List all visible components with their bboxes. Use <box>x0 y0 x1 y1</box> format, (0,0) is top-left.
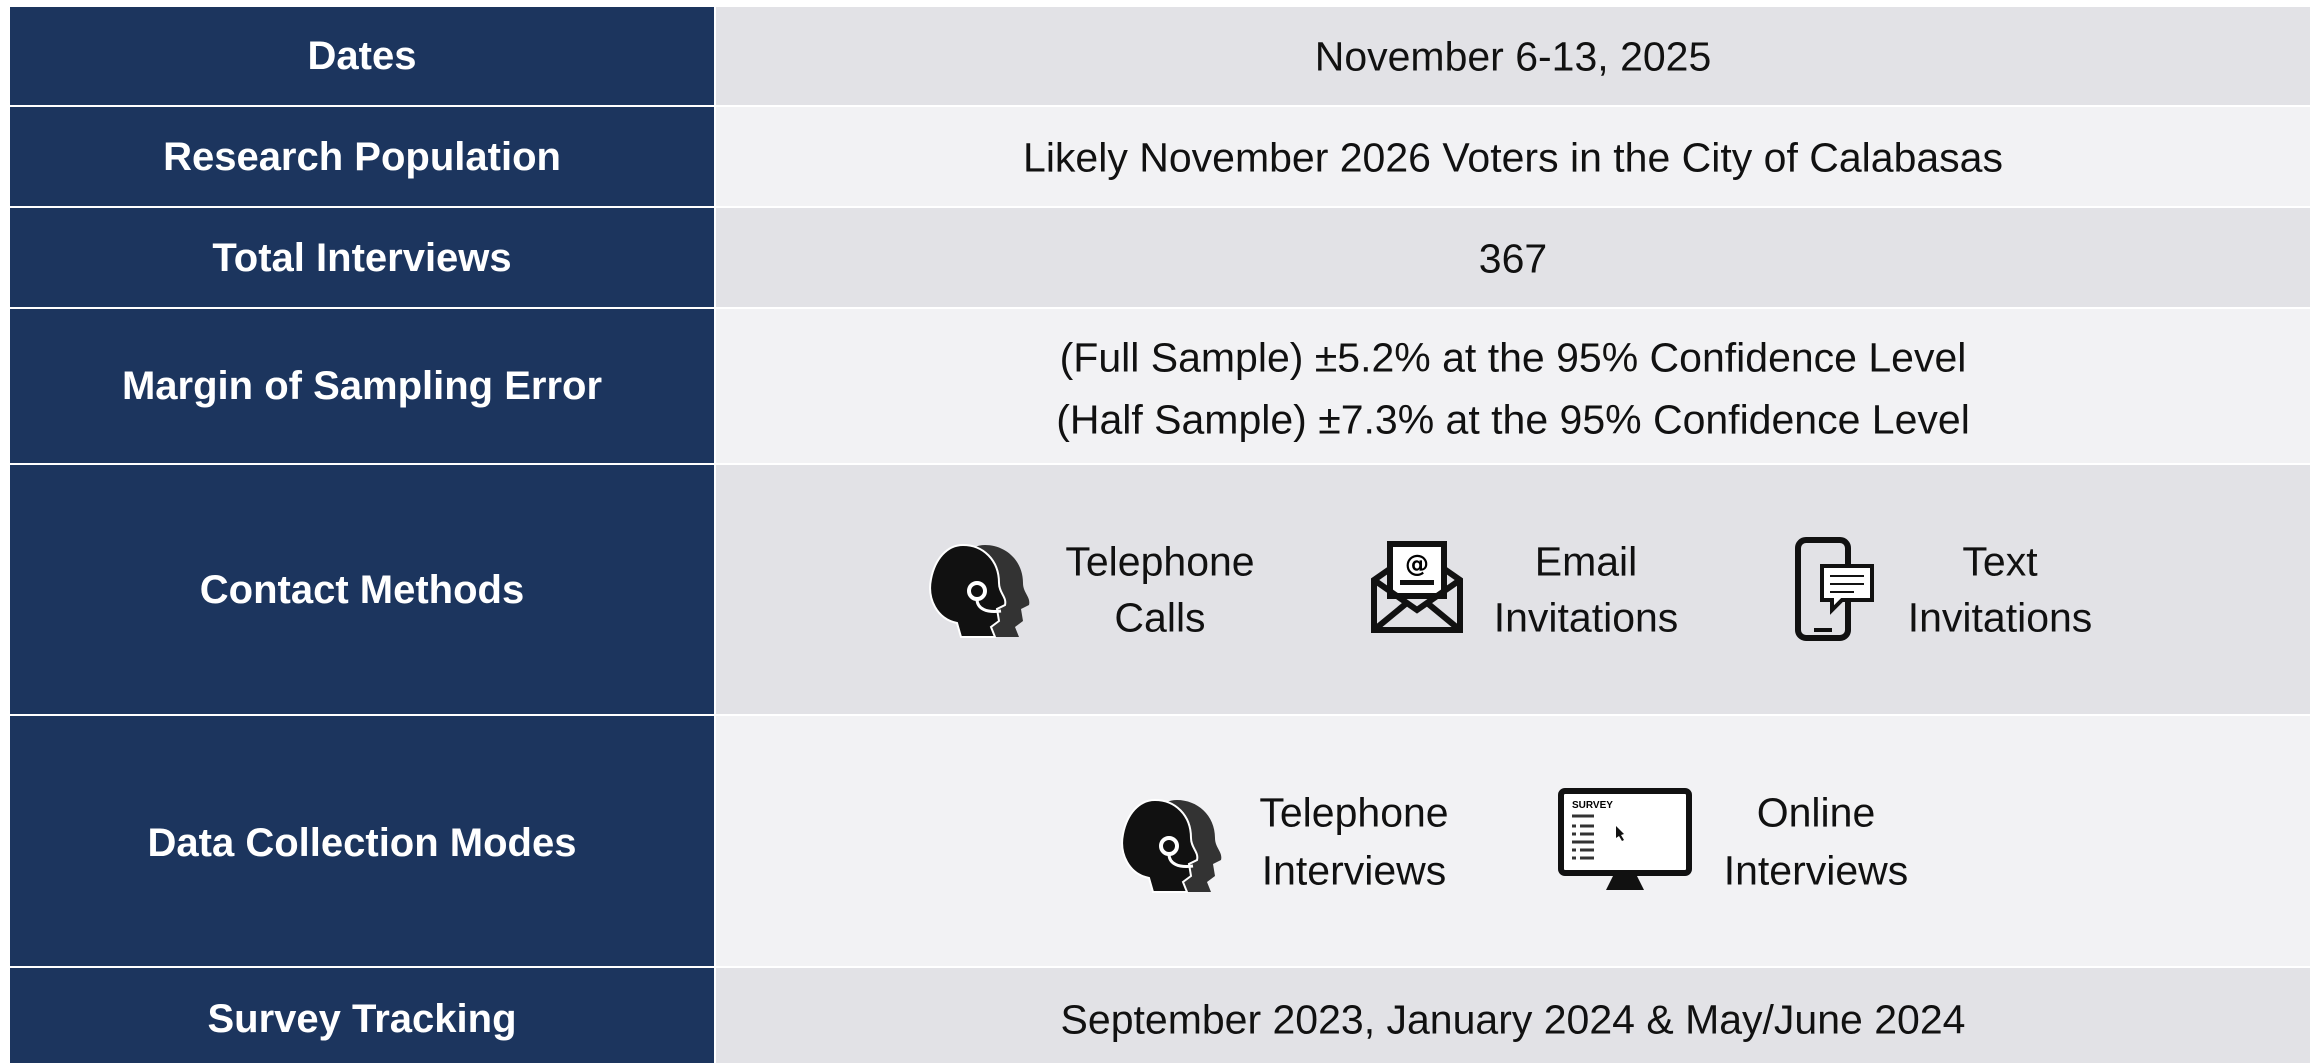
label-cell <box>10 968 714 1063</box>
row-label: Margin of Sampling Error <box>121 364 603 408</box>
monitor-icon: SURVEY <box>1558 788 1692 890</box>
row-value: September 2023, January 2024 & May/June … <box>1060 996 1966 1043</box>
row-value: Likely November 2026 Voters in the City … <box>1023 134 2003 181</box>
svg-text:@: @ <box>1405 550 1429 578</box>
method-text: Text <box>1962 538 2038 585</box>
row-label: Data Collection Modes <box>147 821 577 865</box>
email-icon: @ <box>1371 541 1463 633</box>
label-cell <box>10 716 714 966</box>
label-cell <box>10 7 714 105</box>
row-label: Total Interviews <box>212 236 512 280</box>
method-text: Email <box>1534 538 1638 585</box>
value-cell <box>716 7 2310 105</box>
icon-text: SURVEY <box>1572 800 1613 811</box>
method-text: Calls <box>1114 594 1206 641</box>
mode-text: Interviews <box>1261 847 1447 894</box>
row-value: November 6-13, 2025 <box>1314 33 1712 80</box>
row-label: Research Population <box>163 135 561 179</box>
value-cell <box>716 107 2310 206</box>
headset-icon <box>929 543 1030 638</box>
row-label: Dates <box>307 34 417 78</box>
label-cell <box>10 208 714 307</box>
mode-text: Interviews <box>1723 847 1909 894</box>
value-cell <box>716 968 2310 1063</box>
method-text: Telephone <box>1065 538 1255 585</box>
method-text: Invitations <box>1907 594 2093 641</box>
label-cell <box>10 309 714 463</box>
value-cell <box>716 309 2310 463</box>
value-cell <box>716 208 2310 307</box>
mode-text: Telephone <box>1259 789 1449 836</box>
method-text: Invitations <box>1493 594 1679 641</box>
row-value: (Half Sample) ±7.3% at the 95% Confidenc… <box>1056 396 1970 443</box>
value-cell <box>716 716 2310 966</box>
label-cell <box>10 107 714 206</box>
row-value: 367 <box>1478 235 1548 282</box>
phone-icon <box>1795 537 1874 641</box>
row-label: Survey Tracking <box>207 997 517 1041</box>
headset-icon <box>1121 798 1222 893</box>
row-label: Contact Methods <box>199 568 525 612</box>
label-cell <box>10 465 714 714</box>
mode-text: Online <box>1756 789 1876 836</box>
row-value: (Full Sample) ±5.2% at the 95% Confidenc… <box>1059 334 1967 381</box>
